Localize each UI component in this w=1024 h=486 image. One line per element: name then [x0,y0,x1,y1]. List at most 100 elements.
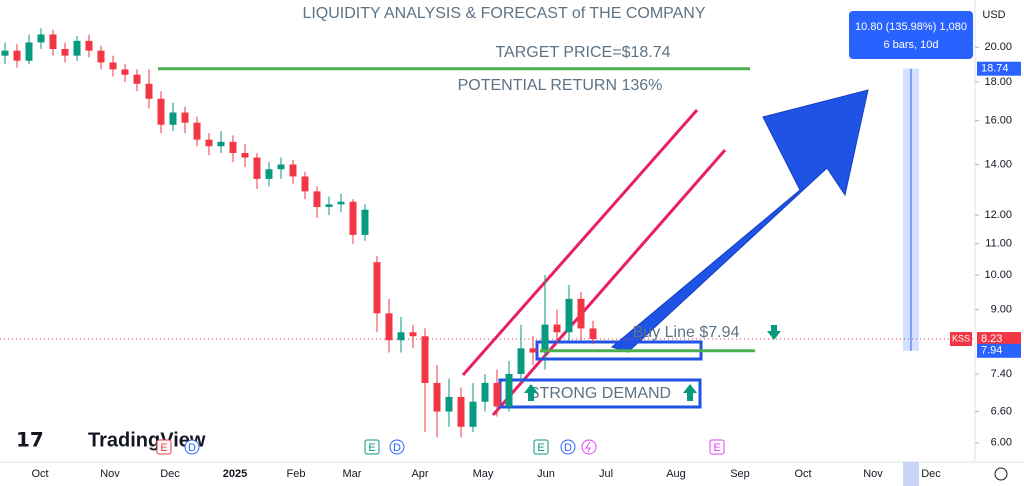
x-tick-label: Oct [31,468,48,480]
x-tick-label: Jul [599,468,613,480]
candle-body [457,396,465,427]
last-price-tag-bg [977,332,1021,347]
candle-body [217,141,225,147]
settings-icon[interactable] [994,467,1008,481]
y-tick-label: 18.00 [984,76,1012,88]
target-annotation: TARGET PRICE=$18.74 [495,44,670,61]
candle-body [517,348,525,374]
up-arrow-icon [683,384,697,401]
y-tick-label: 7.40 [991,368,1012,380]
candle-body [97,50,105,63]
candle-body [289,164,297,177]
target-tag-bg [977,61,1021,76]
candle-body [37,34,45,43]
candle-body [301,176,309,192]
y-tick-label: 14.00 [984,158,1012,170]
candle-body [373,262,381,314]
measure-box [849,11,973,59]
event-label: E [368,442,375,454]
candle-body [541,324,549,353]
candle-body [481,382,489,402]
y-tick-label: 11.00 [985,238,1012,250]
measure-text: 10.80 (135.98%) 1,080 [855,21,967,33]
event-label: D [564,442,572,454]
y-tick-label: 10.00 [984,269,1012,281]
candle-body [73,40,81,56]
candle-body [493,382,501,407]
demand-annotation: STRONG DEMAND [529,385,671,402]
split-icon [585,441,591,453]
measure-detail: 6 bars, 10d [883,39,938,51]
symbol-tag-bg [950,332,972,347]
event-label: D [393,442,401,454]
x-tick-label: Dec [921,468,941,480]
candle-body [1,50,9,56]
y-tick-label: 12.00 [984,209,1012,221]
candle-body [205,139,213,147]
channel-line [461,109,699,376]
candle-body [109,62,117,70]
x-tick-label: Mar [343,468,362,480]
candle-body [133,74,141,84]
candle-body [229,141,237,153]
event-marker [184,439,200,455]
event-label: E [713,442,720,454]
last-price-tag: 8.23 [981,333,1002,345]
time-range-highlight [903,462,919,486]
channel-line [491,149,727,416]
buy-annotation: Buy Line $7.94 [633,324,740,341]
brand: TradingView [88,429,206,451]
x-tick-label: 2025 [223,468,247,480]
x-tick-label: Aug [666,468,686,480]
candle-body [85,40,93,51]
x-tick-label: Nov [863,468,883,480]
candle-body [409,332,417,337]
target-tag: 18.74 [981,63,1009,75]
symbol-tag: KSS [952,333,970,343]
candle-body [145,83,153,99]
candle-body [325,204,333,208]
event-marker [533,439,549,455]
candle-body [193,122,201,140]
candle-body [385,313,393,341]
x-tick-label: Nov [100,468,120,480]
event-marker [560,439,576,455]
candle-body [121,69,129,75]
y-tick-label: 16.00 [984,115,1012,127]
candle-body [469,401,477,427]
y-tick-label: 20.00 [984,41,1012,53]
brand-logo: 𝟭𝟳 [16,429,44,451]
candle-body [421,336,429,383]
candle-body [565,298,573,333]
event-label: D [188,442,196,454]
candle-body [361,209,369,235]
return-annotation: POTENTIAL RETURN 136% [458,77,663,94]
candle-body [265,169,273,179]
event-marker [364,439,380,455]
up-arrow-icon [524,384,538,401]
chart-title: LIQUIDITY ANALYSIS & FORECAST of THE COM… [302,5,705,22]
forecast-arrow [610,89,869,353]
candle-body [397,332,405,341]
x-tick-label: Sep [730,468,750,480]
x-tick-label: Jun [537,468,555,480]
candle-body [157,98,165,125]
candle-body [529,348,537,353]
candle-body [25,42,33,61]
candle-body [277,164,285,170]
candle-body [337,201,345,205]
x-tick-label: May [473,468,494,480]
candle-body [49,34,57,49]
buy-tag-bg [977,343,1021,358]
buy-tag: 7.94 [981,345,1002,357]
candle-body [61,48,69,56]
y-tick-label: 6.60 [991,405,1012,417]
event-marker [709,439,725,455]
candle-body [13,50,21,61]
x-tick-label: Apr [411,468,428,480]
candle-body [553,324,561,333]
event-marker [581,439,597,455]
candle-body [253,157,261,179]
